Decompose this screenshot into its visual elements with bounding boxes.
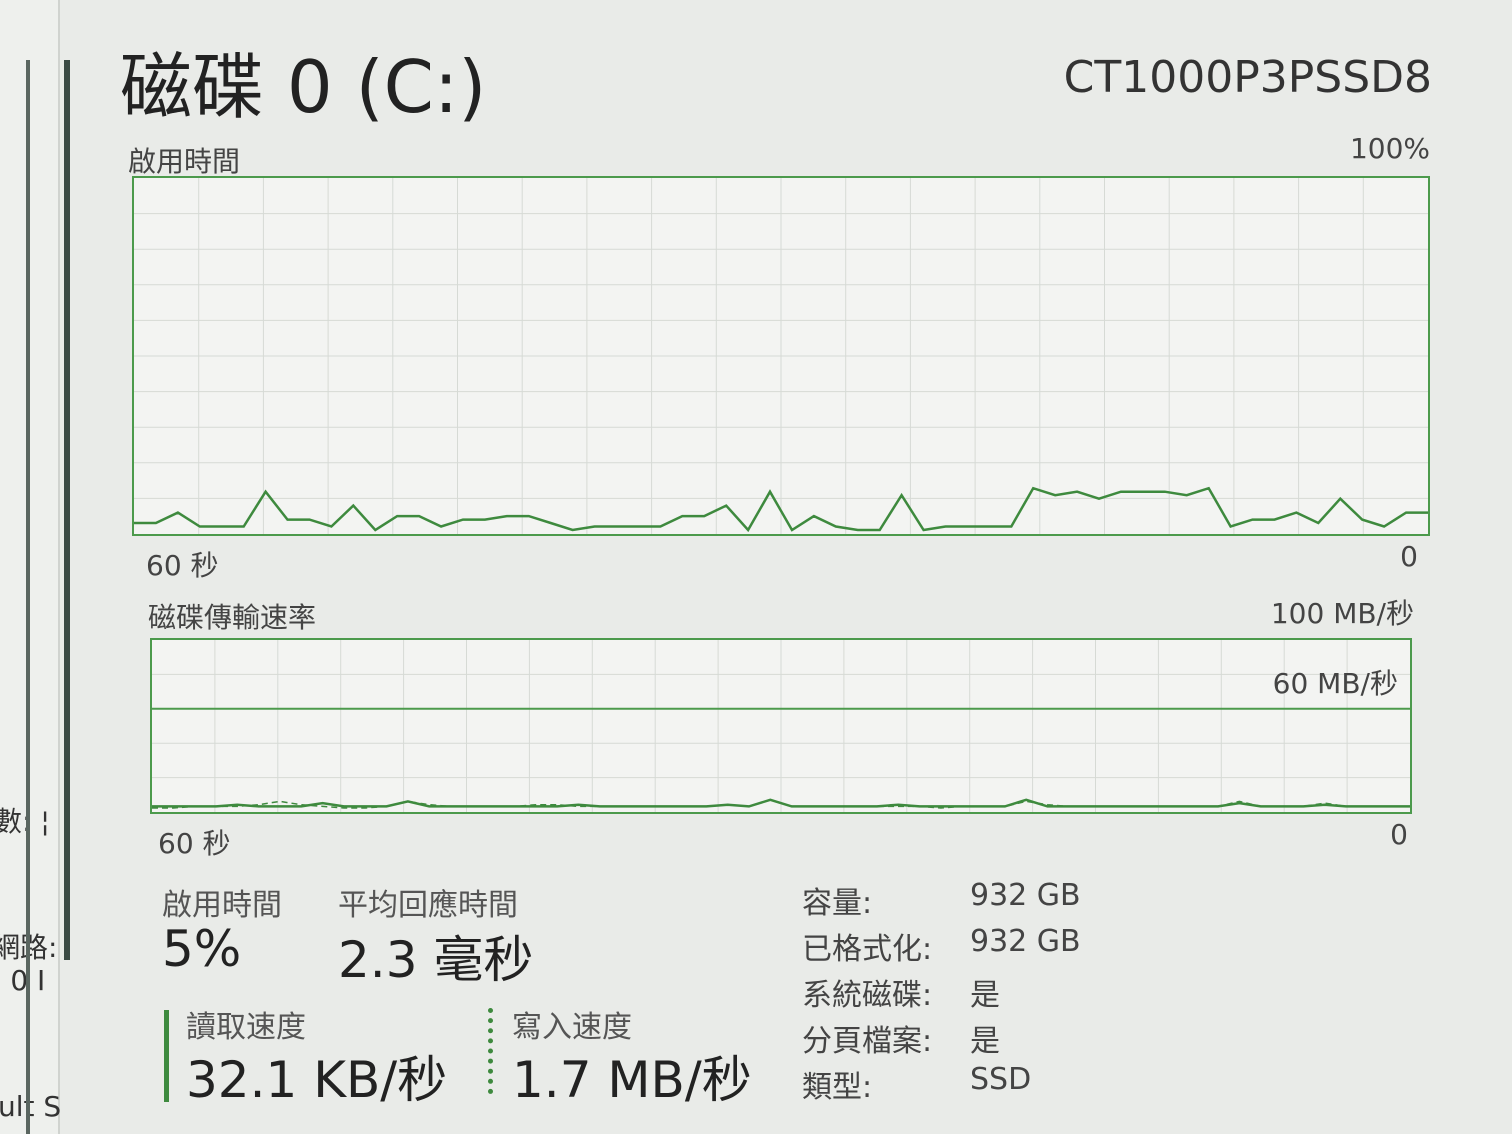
write-legend-bar	[488, 1008, 498, 1094]
scrollbar[interactable]	[64, 60, 70, 960]
property-value: 932 GB	[970, 924, 1081, 959]
active-time-label: 啟用時間	[162, 888, 282, 923]
property-value: SSD	[970, 1062, 1032, 1097]
response-time-value: 2.3 毫秒	[338, 931, 534, 989]
read-legend-bar	[164, 1010, 169, 1102]
transfer-chart-min: 0	[1390, 818, 1408, 851]
transfer-rate-chart	[150, 638, 1412, 814]
active-time-chart	[132, 176, 1430, 536]
series-line	[134, 486, 1428, 533]
property-key: 系統磁碟:	[802, 978, 933, 1013]
active-chart-min: 0	[1400, 540, 1418, 573]
transfer-chart-time: 60 秒	[158, 827, 231, 860]
transfer-chart-mid: 60 MB/秒	[1272, 667, 1398, 700]
transfer-chart-max: 100 MB/秒	[1270, 597, 1414, 630]
read-speed-label: 讀取速度	[186, 1010, 306, 1045]
property-value: 是	[970, 978, 1000, 1013]
active-chart-label: 啟用時間	[128, 145, 241, 178]
transfer-chart-label: 磁碟傳輸速率	[148, 601, 317, 634]
disk-model: CT1000P3PSSD8	[1063, 52, 1432, 103]
sidebar-fragment: ult S	[0, 1090, 62, 1123]
sidebar: 數: ¦ 網路: : 0 I ult S	[0, 0, 62, 1134]
page-title: 磁碟 0 (C:)	[120, 45, 487, 129]
read-speed-value: 32.1 KB/秒	[186, 1051, 448, 1109]
property-key: 分頁檔案:	[802, 1024, 933, 1059]
active-time-value: 5%	[162, 920, 242, 978]
divider	[26, 60, 30, 1134]
sidebar-fragment: : 0 I	[0, 964, 46, 997]
property-value: 932 GB	[970, 878, 1081, 913]
active-chart-time: 60 秒	[146, 549, 219, 582]
response-time-label: 平均回應時間	[338, 888, 518, 923]
write-speed-label: 寫入速度	[512, 1010, 632, 1045]
sidebar-fragment: 數: ¦	[0, 805, 50, 838]
active-chart-max: 100%	[1349, 132, 1430, 165]
property-key: 已格式化:	[802, 932, 933, 967]
property-value: 是	[970, 1024, 1000, 1059]
property-key: 類型:	[802, 1070, 873, 1105]
write-series-line	[152, 799, 1410, 809]
property-key: 容量:	[802, 886, 873, 921]
write-speed-value: 1.7 MB/秒	[512, 1051, 752, 1109]
